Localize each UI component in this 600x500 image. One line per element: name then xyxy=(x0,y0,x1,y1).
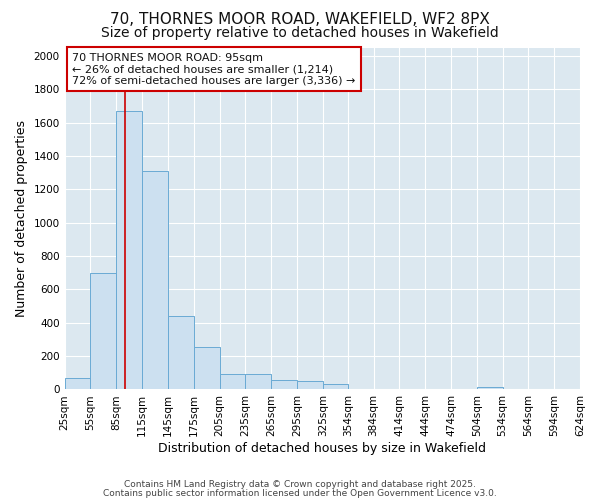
Bar xyxy=(323,384,348,390)
Bar xyxy=(168,316,194,390)
Bar xyxy=(142,171,168,390)
Bar xyxy=(116,111,142,390)
Text: Contains public sector information licensed under the Open Government Licence v3: Contains public sector information licen… xyxy=(103,488,497,498)
Text: Size of property relative to detached houses in Wakefield: Size of property relative to detached ho… xyxy=(101,26,499,40)
Bar xyxy=(477,387,503,390)
Bar xyxy=(194,347,220,390)
Text: 70, THORNES MOOR ROAD, WAKEFIELD, WF2 8PX: 70, THORNES MOOR ROAD, WAKEFIELD, WF2 8P… xyxy=(110,12,490,28)
X-axis label: Distribution of detached houses by size in Wakefield: Distribution of detached houses by size … xyxy=(158,442,487,455)
Bar xyxy=(65,378,91,390)
Bar xyxy=(91,272,116,390)
Text: Contains HM Land Registry data © Crown copyright and database right 2025.: Contains HM Land Registry data © Crown c… xyxy=(124,480,476,489)
Text: 70 THORNES MOOR ROAD: 95sqm
← 26% of detached houses are smaller (1,214)
72% of : 70 THORNES MOOR ROAD: 95sqm ← 26% of det… xyxy=(73,52,356,86)
Bar xyxy=(245,374,271,390)
Y-axis label: Number of detached properties: Number of detached properties xyxy=(15,120,28,317)
Bar xyxy=(297,381,323,390)
Bar xyxy=(220,374,245,390)
Bar xyxy=(271,380,297,390)
